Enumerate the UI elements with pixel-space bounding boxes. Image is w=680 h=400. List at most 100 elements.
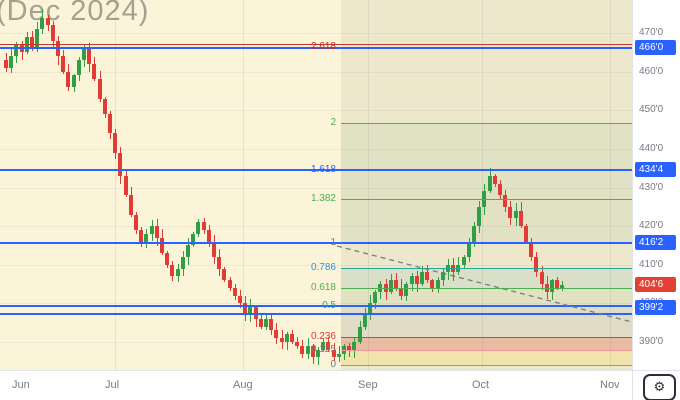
- candle: [222, 268, 226, 281]
- gridlines: [0, 0, 632, 370]
- candle: [524, 226, 528, 242]
- horizontal-ray[interactable]: [0, 313, 632, 315]
- candle: [358, 326, 362, 342]
- v-gridline: [115, 0, 116, 370]
- candle: [306, 345, 310, 354]
- fib-level-line[interactable]: [341, 350, 632, 351]
- candle: [352, 342, 356, 350]
- price-level-flag: 466'0: [635, 40, 676, 55]
- candle: [326, 342, 330, 350]
- candle: [519, 210, 523, 227]
- fib-level-line[interactable]: [341, 123, 632, 124]
- zone-band: [341, 123, 632, 243]
- candle: [4, 60, 8, 68]
- candle: [477, 206, 481, 227]
- candle: [155, 226, 159, 238]
- price-axis[interactable]: 470'0460'0450'0440'0430'0420'0410'0400'0…: [632, 0, 680, 370]
- chart-settings-button[interactable]: ⚙: [643, 374, 676, 400]
- price-tick-label: 440'0: [639, 143, 664, 154]
- candle: [92, 63, 96, 80]
- fib-level-line[interactable]: [341, 337, 632, 338]
- price-level-flag: 399'2: [635, 300, 676, 315]
- candle: [264, 318, 268, 327]
- candle: [228, 280, 232, 288]
- chart-canvas[interactable]: (Dec 2024) 2.618 2 1.618 1.382 1 0.786 0.618 0.…: [0, 0, 632, 370]
- fib-level-labels: 2.618 2 1.618 1.382 1 0.786 0.618 0.5 0.236 0.125…: [310, 41, 336, 370]
- fib-level-label: 2: [330, 117, 336, 128]
- month-label: Oct: [472, 379, 490, 391]
- horizontal-ray[interactable]: [0, 47, 632, 49]
- candle: [150, 226, 154, 234]
- candle: [472, 226, 476, 242]
- h-gridline: [0, 226, 632, 227]
- candle: [342, 345, 346, 354]
- candle: [82, 48, 86, 61]
- fib-level-label: 0.236: [310, 331, 336, 342]
- zone-band: [341, 350, 632, 365]
- candle: [103, 98, 107, 115]
- candle: [316, 349, 320, 358]
- candle: [300, 345, 304, 354]
- candle: [212, 241, 216, 257]
- fib-level-line[interactable]: [341, 199, 632, 200]
- price-tick-label: 420'0: [639, 220, 664, 231]
- fib-level-line[interactable]: [341, 365, 632, 366]
- horizontal-ray[interactable]: [0, 169, 632, 171]
- fib-level-label: 0.786: [310, 262, 336, 273]
- candle: [9, 56, 13, 68]
- candle: [311, 345, 315, 358]
- candle: [98, 79, 102, 99]
- candle: [139, 229, 143, 242]
- candle: [259, 318, 263, 327]
- candle: [243, 303, 247, 315]
- candle: [170, 264, 174, 277]
- price-tick-label: 410'0: [639, 259, 664, 270]
- candle: [66, 71, 70, 88]
- price-tick-label: 460'0: [639, 66, 664, 77]
- zone-band: [341, 337, 632, 350]
- candle: [274, 330, 278, 339]
- candle: [40, 17, 44, 30]
- v-gridline: [368, 0, 369, 370]
- candle: [207, 229, 211, 242]
- horizontal-ray[interactable]: [0, 305, 632, 307]
- fib-level-label: 0.5: [322, 300, 336, 311]
- fib-level-label: 0.618: [310, 282, 336, 293]
- candle: [14, 44, 18, 57]
- candle: [124, 175, 128, 196]
- month-label: Jun: [12, 379, 30, 391]
- fib-level-label: 1.382: [310, 193, 336, 204]
- price-tick-label: 430'0: [639, 182, 664, 193]
- candle: [176, 268, 180, 277]
- month-label: Sep: [358, 379, 378, 391]
- h-gridline: [0, 188, 632, 189]
- fib-level-label: 1: [330, 237, 336, 248]
- candle: [217, 257, 221, 269]
- v-gridline: [610, 0, 611, 370]
- candle: [186, 245, 190, 258]
- candle: [488, 175, 492, 192]
- candle: [337, 353, 341, 358]
- candle: [51, 25, 55, 41]
- candle: [295, 342, 299, 346]
- candle: [508, 206, 512, 219]
- h-gridline: [0, 303, 632, 304]
- candle: [35, 29, 39, 49]
- candle: [77, 60, 81, 76]
- candle: [248, 307, 252, 315]
- horizontal-ray[interactable]: [0, 44, 632, 45]
- gear-icon: ⚙: [653, 380, 666, 395]
- candle: [191, 233, 195, 246]
- candle: [285, 334, 289, 342]
- candle: [160, 237, 164, 254]
- time-axis[interactable]: Jun Jul Aug Sep Oct Nov: [0, 370, 632, 400]
- candle: [113, 133, 117, 153]
- candle: [347, 345, 351, 350]
- fib-level-label: 2.618: [310, 41, 336, 52]
- fib-level-label: 0.125: [310, 344, 336, 355]
- candle: [108, 114, 112, 134]
- candle: [118, 152, 122, 176]
- price-level-flag: 404'6: [635, 277, 676, 292]
- horizontal-ray[interactable]: [0, 242, 632, 244]
